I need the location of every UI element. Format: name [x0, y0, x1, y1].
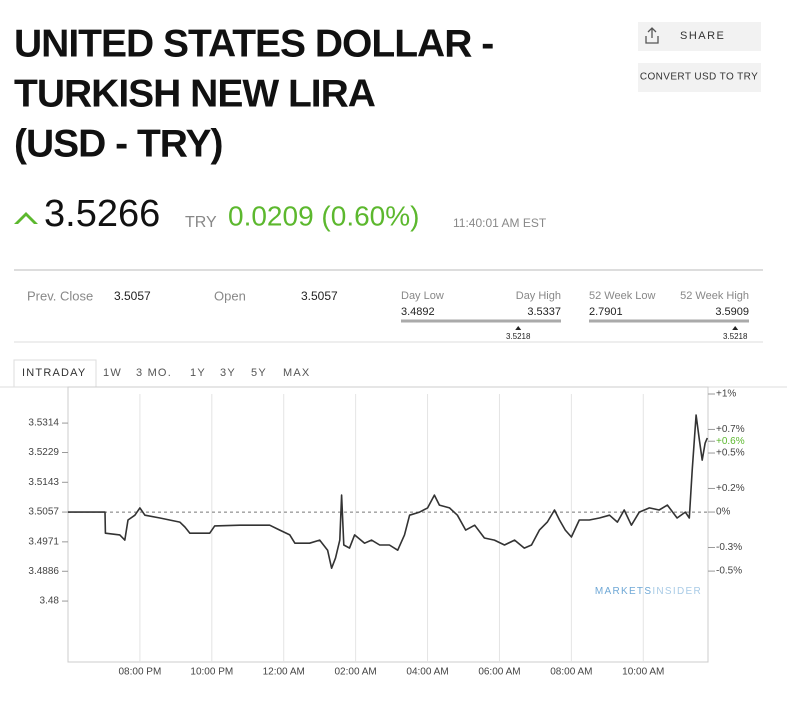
- watermark-part: INSIDER: [652, 586, 702, 597]
- range-marker: [515, 326, 522, 330]
- plot-frame: [67, 386, 709, 663]
- share-icon: [645, 27, 659, 44]
- x-tick-label: 08:00 AM: [550, 667, 592, 678]
- change: 0.0209 (0.60%): [228, 200, 419, 231]
- convert-label[interactable]: CONVERT USD TO TRY: [640, 72, 758, 83]
- quote-time: 11:40:01 AM EST: [453, 216, 547, 230]
- y2-tick-label: +0.5%: [716, 448, 745, 459]
- x-tick-label: 04:00 AM: [406, 667, 448, 678]
- x-tick-label: 02:00 AM: [335, 667, 377, 678]
- y2-tick-label: 0%: [716, 507, 731, 518]
- range-tab[interactable]: INTRADAY: [22, 367, 86, 379]
- price-line: [68, 414, 709, 569]
- range-tab[interactable]: 1W: [103, 367, 122, 379]
- title: UNITED STATES DOLLAR - TURKISH NEW LIRA …: [14, 22, 494, 165]
- y-tick-label: 3.4971: [28, 536, 59, 547]
- stat-value: 3.5057: [301, 289, 338, 303]
- range-label: Day High: [516, 290, 561, 302]
- watermark-part: MARKETS: [595, 586, 652, 597]
- range-tab[interactable]: 1Y: [190, 367, 206, 379]
- stat-label: Prev. Close: [27, 288, 93, 303]
- y2-tick-label: +1%: [716, 389, 736, 400]
- range-value: 3.4892: [401, 306, 435, 318]
- y-tick-label: 3.48: [40, 596, 60, 607]
- range-label: Day Low: [401, 290, 444, 302]
- watermark: MARKETSINSIDER: [595, 586, 702, 597]
- range-label: 52 Week Low: [589, 290, 656, 302]
- y2-tick-label: -0.5%: [716, 566, 742, 577]
- range-current: 3.5218: [506, 332, 531, 341]
- x-tick-label: 12:00 AM: [263, 667, 305, 678]
- range-tab[interactable]: 3Y: [220, 367, 236, 379]
- share-label[interactable]: SHARE: [680, 30, 725, 42]
- y-tick-label: 3.5229: [28, 447, 59, 458]
- active-tab-box: [13, 359, 97, 387]
- y2-tick-label: +0.6%: [716, 436, 745, 447]
- range-value: 2.7901: [589, 306, 623, 318]
- range-label: 52 Week High: [680, 290, 749, 302]
- range-value: 3.5337: [527, 306, 561, 318]
- range-value: 3.5909: [715, 306, 749, 318]
- y2-tick-label: +0.2%: [716, 483, 745, 494]
- y2-tick-label: +0.7%: [716, 424, 745, 435]
- range-marker: [732, 326, 739, 330]
- range-tab[interactable]: MAX: [283, 367, 310, 379]
- title-line: UNITED STATES DOLLAR -: [14, 22, 493, 65]
- y-tick-label: 3.4886: [28, 566, 59, 577]
- stat-label: Open: [214, 288, 246, 303]
- price: 3.5266: [44, 193, 160, 235]
- range-tab[interactable]: 5Y: [251, 367, 267, 379]
- convert-button[interactable]: [638, 63, 761, 92]
- range-current: 3.5218: [723, 332, 748, 341]
- currency: TRY: [185, 214, 217, 231]
- x-tick-label: 06:00 AM: [478, 667, 520, 678]
- stat-value: 3.5057: [114, 289, 151, 303]
- x-tick-label: 10:00 AM: [622, 667, 664, 678]
- up-arrow: [14, 212, 38, 224]
- y-tick-label: 3.5314: [28, 418, 59, 429]
- x-tick-label: 08:00 PM: [119, 667, 162, 678]
- title-line: TURKISH NEW LIRA: [14, 72, 376, 115]
- x-tick-label: 10:00 PM: [190, 667, 233, 678]
- y-tick-label: 3.5057: [28, 507, 59, 518]
- y-tick-label: 3.5143: [28, 477, 59, 488]
- y2-tick-label: -0.3%: [716, 542, 742, 553]
- range-tab[interactable]: 3 MO.: [136, 367, 172, 379]
- title-line: (USD - TRY): [14, 122, 223, 165]
